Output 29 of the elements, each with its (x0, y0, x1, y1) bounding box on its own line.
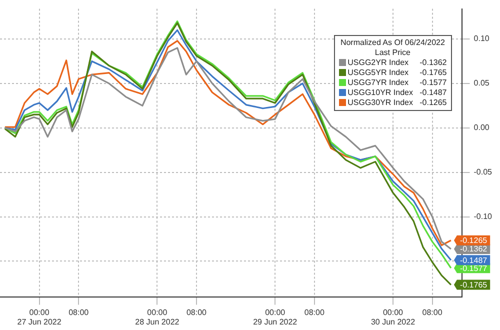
data-label: -0.1765 (460, 280, 488, 290)
data-label: -0.1577 (460, 264, 488, 273)
y-tick-label: 0.05 (474, 78, 490, 88)
x-tick-label: 00:00 30 Jun 2022 (370, 308, 416, 326)
legend-label: USGG5YR Index (348, 68, 410, 78)
x-tick-label: 08:00 (68, 308, 90, 317)
x-tick-label: 00:00 28 Jun 2022 (135, 308, 180, 326)
x-tick-label: 08:00 (186, 308, 208, 317)
text: -0.1577 (420, 78, 447, 87)
x-tick-label: 08:00 (304, 308, 325, 317)
legend-label: USGG2YR Index (348, 58, 410, 68)
legend-label: USGG7YR Index (348, 78, 410, 88)
legend-title: Normalized As Of 06/24/2022 Last Price (339, 38, 446, 58)
y-tick-label: 0.10 (474, 34, 490, 44)
y-tick-label: 0.00 (474, 123, 490, 132)
y-tick-label: -0.10 (474, 212, 493, 222)
text: -0.1265 (420, 98, 447, 107)
text: -0.1487 (420, 88, 447, 97)
x-tick-label: 00:00 27 Jun 2022 (17, 308, 62, 326)
y-tick-label: -0.05 (474, 168, 493, 177)
text: -0.1362 (420, 58, 447, 67)
x-tick-label: 08:00 (422, 308, 443, 317)
text: -0.1765 (420, 68, 447, 77)
data-label: -0.1487 (460, 256, 488, 265)
data-label: -0.1265 (460, 236, 488, 246)
legend-label: USGG30YR Index (348, 98, 414, 108)
legend-label: USGG10YR Index (348, 88, 414, 98)
data-label: -0.1362 (460, 244, 488, 254)
x-tick-label: 00:00 29 Jun 2022 (253, 308, 298, 326)
